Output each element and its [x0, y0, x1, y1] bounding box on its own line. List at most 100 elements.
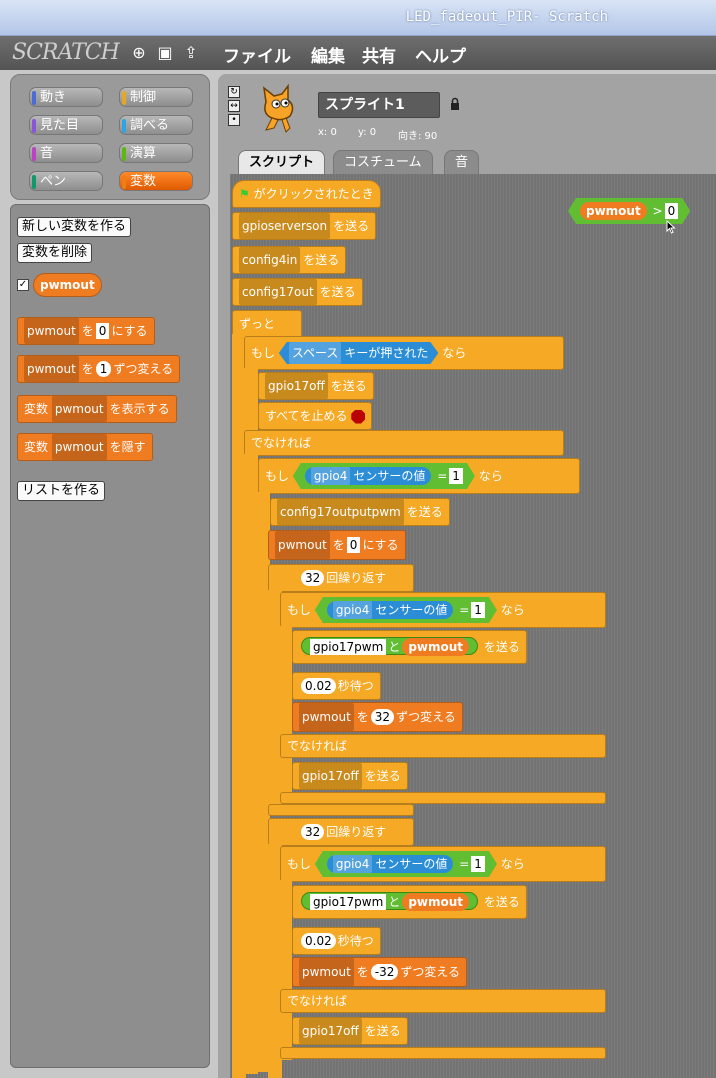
rotate-icon[interactable]: ↻ — [228, 86, 240, 98]
broadcast-block[interactable]: gpio17off を送る — [292, 1017, 408, 1045]
number-input[interactable]: 32 — [370, 709, 395, 725]
sensor-dropdown[interactable]: gpio4 — [333, 855, 373, 873]
variable-reporter[interactable]: pwmout — [580, 202, 647, 220]
broadcast-block[interactable]: gpio17off を送る — [258, 372, 374, 400]
lock-icon[interactable] — [450, 97, 460, 111]
category-motion[interactable]: 動き — [29, 87, 103, 107]
show-variable-block[interactable]: 変数 pwmout を表示する — [17, 395, 177, 423]
wait-block[interactable]: 0.02 秒待つ — [292, 927, 381, 955]
delete-variable-button[interactable]: 変数を削除 — [17, 243, 93, 263]
message-dropdown[interactable]: config17outputpwm — [277, 499, 404, 525]
share-icon[interactable]: ⇪ — [184, 43, 198, 62]
value-input[interactable]: 0 — [95, 323, 110, 339]
make-list-button[interactable]: リストを作る — [17, 481, 106, 501]
broadcast-block[interactable]: config17outputpwm を送る — [270, 498, 450, 526]
number-input[interactable]: 0.02 — [301, 678, 336, 694]
category-looks[interactable]: 見た目 — [29, 115, 103, 135]
message-dropdown[interactable]: gpioserverson — [239, 213, 331, 239]
key-pressed-condition[interactable]: スペース キーが押された — [279, 342, 439, 364]
change-variable-block[interactable]: pwmout を 32 ずつ変える — [292, 702, 463, 732]
value-input[interactable]: 1 — [471, 856, 485, 872]
category-control[interactable]: 制御 — [119, 87, 193, 107]
category-operators[interactable]: 演算 — [119, 143, 193, 163]
if-else-block[interactable]: もし gpio4 センサーの値 = 1 なら — [280, 846, 606, 882]
message-dropdown[interactable]: gpio17off — [299, 1018, 362, 1044]
number-input[interactable]: -32 — [370, 964, 399, 980]
value-input[interactable]: 0 — [665, 203, 679, 219]
set-variable-block[interactable]: pwmout を 0 にする — [17, 317, 155, 345]
equals-condition[interactable]: gpio4 センサーの値 = 1 — [293, 463, 475, 489]
message-dropdown[interactable]: gpio17off — [299, 763, 362, 789]
message-dropdown[interactable]: gpio17off — [265, 373, 328, 399]
equals-condition[interactable]: gpio4 センサーの値 = 1 — [315, 597, 497, 623]
globe-icon[interactable]: ⊕ — [132, 43, 146, 62]
message-dropdown[interactable]: config4in — [239, 247, 301, 273]
sensor-value-reporter[interactable]: gpio4 センサーの値 — [327, 601, 454, 619]
broadcast-block[interactable]: gpio17pwm と pwmout を送る — [292, 885, 527, 919]
value-input[interactable]: 1 — [449, 468, 463, 484]
variable-dropdown[interactable]: pwmout — [299, 703, 354, 731]
tab-sounds[interactable]: 音 — [444, 150, 480, 174]
stop-all-block[interactable]: すべてを止める — [258, 402, 373, 430]
variable-reporter[interactable]: pwmout — [33, 273, 102, 297]
change-variable-block[interactable]: pwmout を 1 ずつ変える — [17, 355, 181, 383]
menu-share[interactable]: 共有 — [362, 47, 396, 67]
sensor-value-reporter[interactable]: gpio4 センサーの値 — [327, 855, 454, 873]
if-else-block[interactable]: もし gpio4 センサーの値 = 1 なら — [280, 592, 606, 628]
variable-reporter[interactable]: pwmout — [402, 638, 470, 656]
number-input[interactable]: 1 — [95, 361, 112, 377]
equals-condition[interactable]: gpio4 センサーの値 = 1 — [315, 851, 497, 877]
menu-help[interactable]: ヘルプ — [415, 47, 466, 67]
variable-dropdown[interactable]: pwmout — [51, 434, 107, 460]
category-pen[interactable]: ペン — [29, 171, 103, 191]
show-variable-checkbox[interactable]: ✓ — [17, 279, 29, 291]
broadcast-block[interactable]: config17out を送る — [232, 278, 363, 306]
tab-costumes[interactable]: コスチューム — [333, 150, 433, 174]
broadcast-block[interactable]: gpio17off を送る — [292, 762, 408, 790]
category-sensing[interactable]: 調べる — [119, 115, 193, 135]
variable-dropdown[interactable]: pwmout — [299, 958, 354, 986]
join-reporter[interactable]: gpio17pwm と pwmout — [301, 637, 479, 656]
tab-scripts[interactable]: スクリプト — [238, 150, 326, 174]
hide-variable-block[interactable]: 変数 pwmout を隠す — [17, 433, 153, 461]
broadcast-block[interactable]: config4in を送る — [232, 246, 347, 274]
no-rotate-icon[interactable]: • — [228, 114, 240, 126]
variable-dropdown[interactable]: pwmout — [24, 318, 79, 344]
string-input[interactable]: gpio17pwm — [310, 639, 387, 655]
if-else-block[interactable]: もし スペース キーが押された なら — [244, 336, 564, 370]
if-else-block[interactable]: もし gpio4 センサーの値 = 1 なら — [258, 458, 580, 494]
set-variable-block[interactable]: pwmout を 0 にする — [268, 530, 406, 560]
repeat-count-input[interactable]: 32 — [301, 570, 325, 586]
key-dropdown[interactable]: スペース — [289, 342, 342, 364]
sensor-dropdown[interactable]: gpio4 — [333, 601, 373, 619]
value-input[interactable]: 1 — [471, 602, 485, 618]
message-dropdown[interactable]: config17out — [239, 279, 317, 305]
value-input[interactable]: 0 — [346, 537, 361, 553]
variable-dropdown[interactable]: pwmout — [51, 396, 107, 422]
save-icon[interactable]: ▣ — [157, 43, 173, 62]
sprite-thumbnail-cat[interactable] — [252, 83, 302, 134]
repeat-block[interactable]: 32 回繰り返す — [268, 564, 414, 592]
broadcast-block[interactable]: gpioserverson を送る — [232, 212, 377, 240]
sensor-dropdown[interactable]: gpio4 — [311, 467, 351, 485]
wait-block[interactable]: 0.02 秒待つ — [292, 672, 381, 700]
variable-dropdown[interactable]: pwmout — [24, 356, 79, 382]
join-reporter[interactable]: gpio17pwm と pwmout — [301, 892, 479, 911]
menu-edit[interactable]: 編集 — [311, 47, 345, 67]
category-sound[interactable]: 音 — [29, 143, 103, 163]
when-flag-clicked-block[interactable]: ⚑ がクリックされたとき — [232, 180, 381, 208]
flip-icon[interactable]: ↔ — [228, 100, 240, 112]
repeat-block[interactable]: 32 回繰り返す — [268, 818, 414, 846]
string-input[interactable]: gpio17pwm — [310, 894, 387, 910]
script-area[interactable]: ⚑ がクリックされたとき gpioserverson を送る config4in を… — [230, 174, 716, 1078]
sprite-name-field[interactable]: スプライト1 — [318, 92, 440, 118]
repeat-count-input[interactable]: 32 — [301, 824, 325, 840]
sensor-value-reporter[interactable]: gpio4 センサーの値 — [305, 467, 432, 485]
menu-file[interactable]: ファイル — [223, 47, 291, 67]
greater-than-block[interactable]: pwmout >0 — [568, 198, 690, 224]
variable-reporter[interactable]: pwmout — [402, 893, 470, 911]
make-variable-button[interactable]: 新しい変数を作る — [17, 217, 132, 237]
category-variables[interactable]: 変数 — [119, 171, 193, 191]
variable-dropdown[interactable]: pwmout — [275, 531, 330, 559]
number-input[interactable]: 0.02 — [301, 933, 336, 949]
